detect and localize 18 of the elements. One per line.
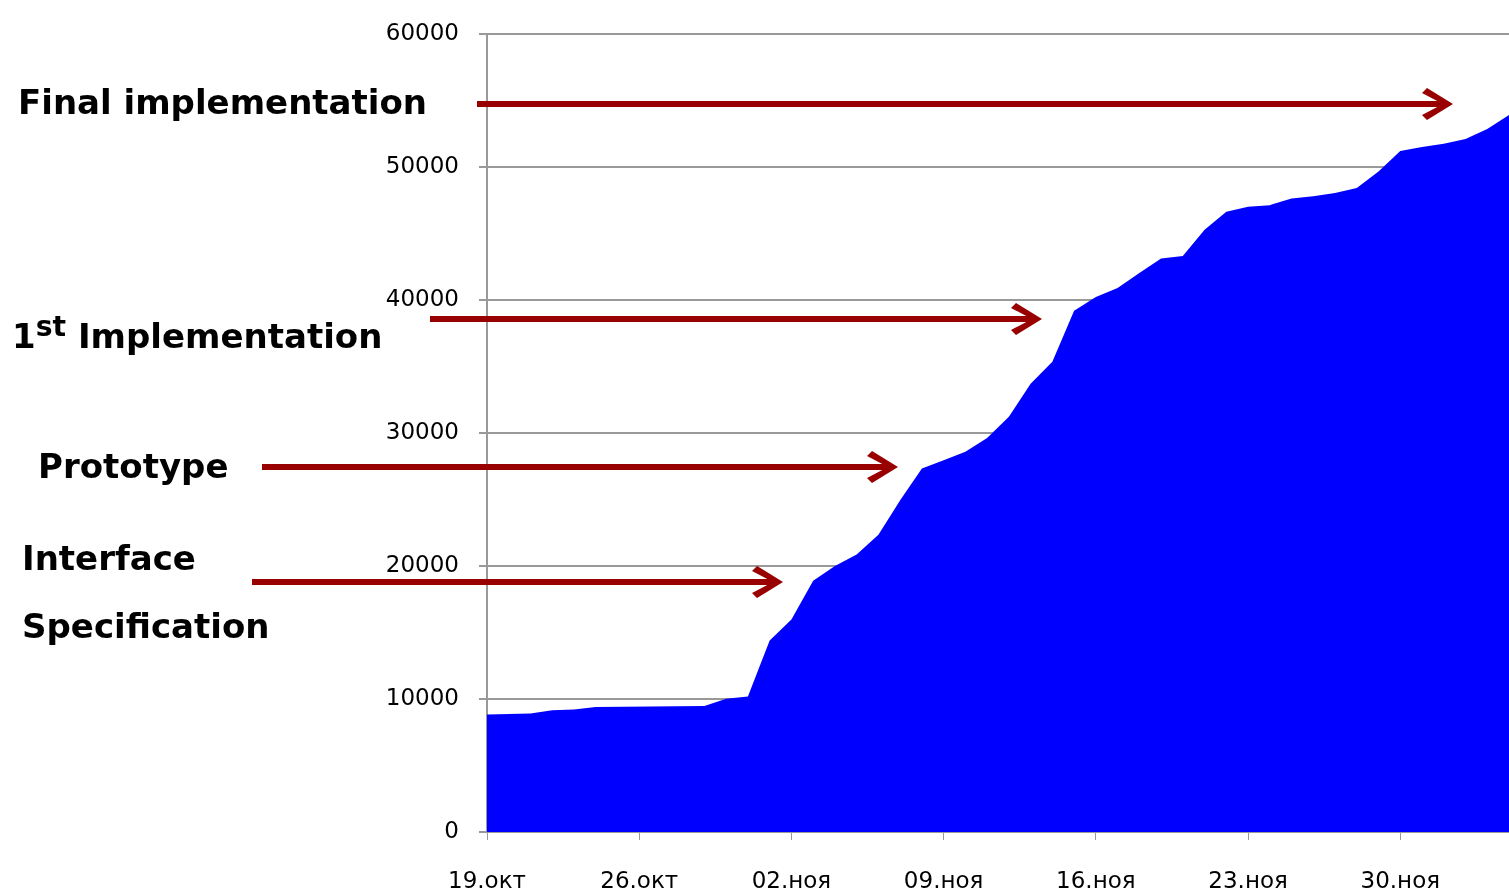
y-tick-label: 20000 — [385, 550, 459, 577]
x-tick-label: 19.окт — [448, 866, 526, 893]
x-tick-label: 30.ноя — [1360, 866, 1441, 893]
text: Prototype — [38, 445, 229, 488]
y-tick-label: 40000 — [385, 284, 459, 311]
y-tick-label: 10000 — [385, 683, 459, 710]
y-tick-label: 30000 — [385, 417, 459, 444]
x-tick-label: 23.ноя — [1208, 866, 1288, 893]
x-tick-label: 09.ноя — [903, 866, 984, 893]
text: Final implementation — [18, 81, 428, 124]
y-tick-label: 0 — [444, 816, 459, 843]
text: 1$^{st}$ Implementation — [12, 309, 383, 359]
y-tick-label: 50000 — [385, 151, 459, 178]
x-tick-label: 02.ноя — [751, 866, 832, 893]
x-tick-label: 26.окт — [600, 866, 679, 893]
x-tick-label: 16.ноя — [1056, 866, 1136, 893]
y-tick-label: 60000 — [385, 18, 459, 45]
text: Interface Specification — [22, 537, 271, 648]
